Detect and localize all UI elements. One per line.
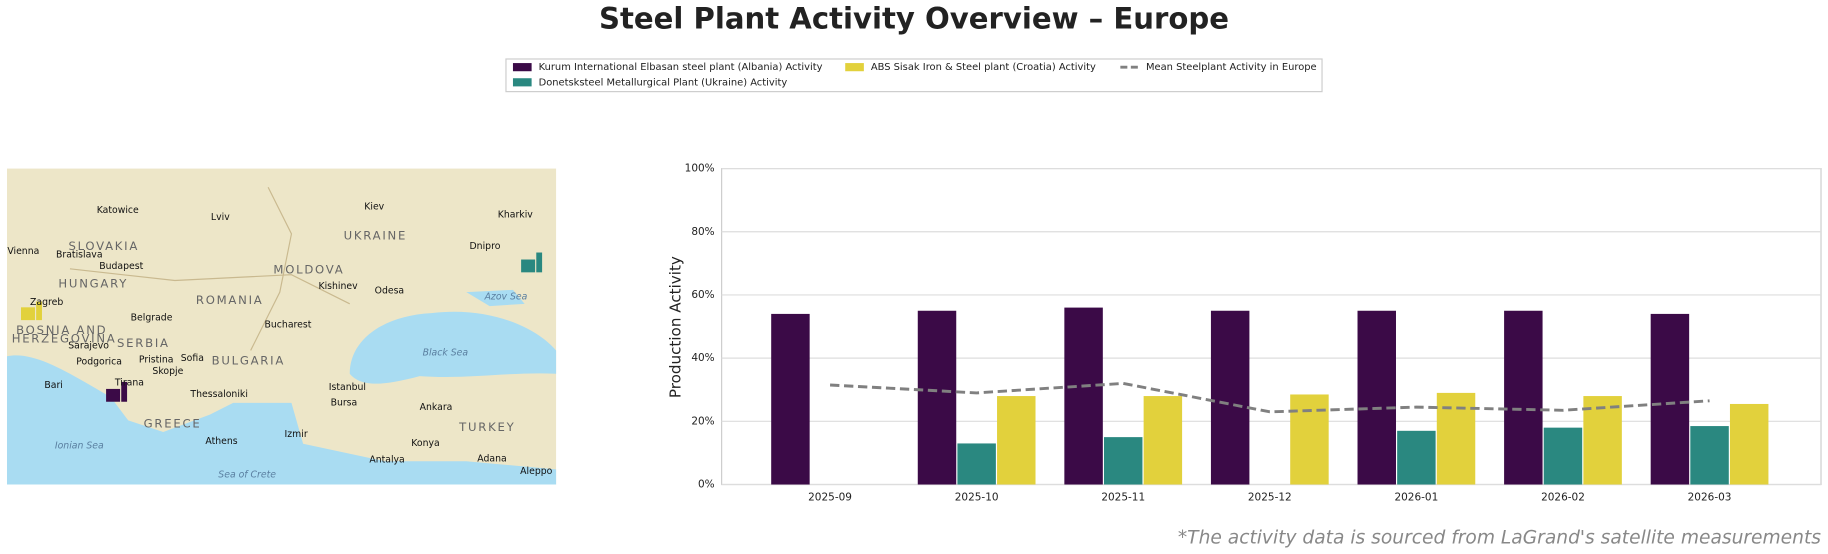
- map-label: Sea of Crete: [218, 470, 276, 481]
- x-tick-label: 2025-10: [955, 491, 999, 503]
- bar: [1064, 307, 1103, 485]
- y-tick-label: 20%: [691, 415, 714, 427]
- bar: [997, 396, 1036, 485]
- bar: [1210, 310, 1250, 485]
- legend-swatch: [512, 63, 532, 72]
- map-label: Kharkiv: [498, 210, 534, 221]
- map-label: Sarajevo: [68, 340, 109, 351]
- map-label: Aleppo: [520, 466, 553, 477]
- map-label: Lviv: [211, 212, 230, 223]
- bar: [1397, 430, 1436, 485]
- map-sea: [466, 289, 525, 307]
- bar: [1650, 313, 1690, 485]
- y-tick-label: 0%: [698, 479, 715, 491]
- bar: [957, 443, 996, 485]
- footnote: *The activity data is sourced from LaGra…: [1178, 528, 1821, 549]
- bar: [1143, 396, 1183, 485]
- map-sea: [349, 311, 557, 384]
- x-tick-label: 2026-03: [1688, 491, 1732, 503]
- legend-label: Mean Steelplant Activity in Europe: [1146, 62, 1317, 73]
- bar: [1690, 426, 1729, 485]
- bar: [917, 310, 957, 485]
- plant-icon: [521, 252, 543, 273]
- x-tick-label: 2025-11: [1101, 491, 1145, 503]
- bar: [1103, 437, 1143, 485]
- map-label: Bucharest: [265, 319, 312, 330]
- map-label: HUNGARY: [58, 276, 128, 290]
- map-label: Ionian Sea: [55, 441, 104, 452]
- map-label: Adana: [477, 453, 506, 464]
- legend-swatch: [512, 78, 532, 87]
- plant-icon: [20, 301, 42, 321]
- map-label: Kishinev: [318, 281, 358, 292]
- legend-label: Donetsksteel Metallurgical Plant (Ukrain…: [539, 77, 788, 88]
- plant-icon: [106, 381, 128, 402]
- map-label: Thessaloniki: [189, 389, 248, 400]
- x-tick-label: 2026-02: [1541, 491, 1585, 503]
- map-label: MOLDOVA: [273, 263, 344, 277]
- map-label: Izmir: [285, 429, 308, 440]
- map-label: Ankara: [420, 402, 453, 413]
- legend-label: ABS Sisak Iron & Steel plant (Croatia) A…: [871, 62, 1096, 73]
- map-label: UKRAINE: [344, 229, 407, 243]
- bar: [1357, 310, 1396, 485]
- page-title: Steel Plant Activity Overview – Europe: [599, 2, 1229, 36]
- map-label: Bratislava: [56, 249, 103, 260]
- map-label: ROMANIA: [196, 293, 264, 307]
- map-label: Istanbul: [329, 382, 366, 393]
- map-label: TURKEY: [458, 420, 515, 434]
- legend-swatch: [845, 63, 864, 72]
- bar: [1543, 427, 1583, 485]
- map-label: Zagreb: [30, 297, 63, 308]
- legend-box: [505, 58, 1323, 93]
- bar: [1290, 394, 1329, 485]
- map-label: GREECE: [144, 416, 202, 430]
- map-label: Budapest: [99, 261, 143, 272]
- map-label: Athens: [205, 436, 237, 447]
- map-label: Black Sea: [423, 347, 469, 358]
- map-label: Bursa: [331, 397, 358, 408]
- map-label: Podgorica: [76, 357, 122, 368]
- map-label: Antalya: [369, 455, 404, 466]
- bar: [1504, 310, 1543, 485]
- y-tick-label: 60%: [691, 289, 714, 301]
- y-tick-label: 40%: [691, 352, 714, 364]
- map-label: Katowice: [97, 205, 139, 216]
- y-axis-label: Production Activity: [667, 256, 685, 398]
- map-label: Sofia: [181, 353, 204, 364]
- map-label: Belgrade: [131, 312, 173, 323]
- bar: [771, 313, 810, 485]
- map-label: BULGARIA: [212, 353, 285, 367]
- x-tick-label: 2025-09: [808, 491, 852, 503]
- map-label: Azov Sea: [484, 291, 528, 302]
- map-border: [250, 186, 293, 351]
- map-label: Skopje: [152, 366, 183, 377]
- map-label: BOSNIA AND: [16, 323, 107, 337]
- map-label: HERZEGOVINA: [12, 331, 117, 345]
- map-label: Odesa: [375, 285, 405, 296]
- map-sea: [6, 355, 557, 485]
- map: [6, 168, 557, 485]
- map-label: Pristina: [139, 354, 174, 365]
- map-label: Konya: [411, 438, 439, 449]
- bar: [1729, 403, 1769, 485]
- y-tick-label: 80%: [691, 226, 714, 238]
- x-tick-label: 2025-12: [1248, 491, 1292, 503]
- map-label: Tirana: [114, 378, 144, 389]
- map-label: Dnipro: [470, 241, 501, 252]
- map-label: SLOVAKIA: [68, 239, 139, 253]
- map-label: SERBIA: [117, 336, 170, 350]
- map-label: Bari: [44, 380, 63, 391]
- map-label: Kiev: [364, 202, 384, 213]
- y-tick-label: 100%: [685, 163, 715, 175]
- x-tick-label: 2026-01: [1394, 491, 1438, 503]
- map-border: [69, 268, 351, 305]
- legend-label: Kurum International Elbasan steel plant …: [539, 62, 823, 73]
- map-label: Vienna: [7, 246, 39, 257]
- bar: [1583, 396, 1622, 485]
- mean-line: [829, 381, 1710, 414]
